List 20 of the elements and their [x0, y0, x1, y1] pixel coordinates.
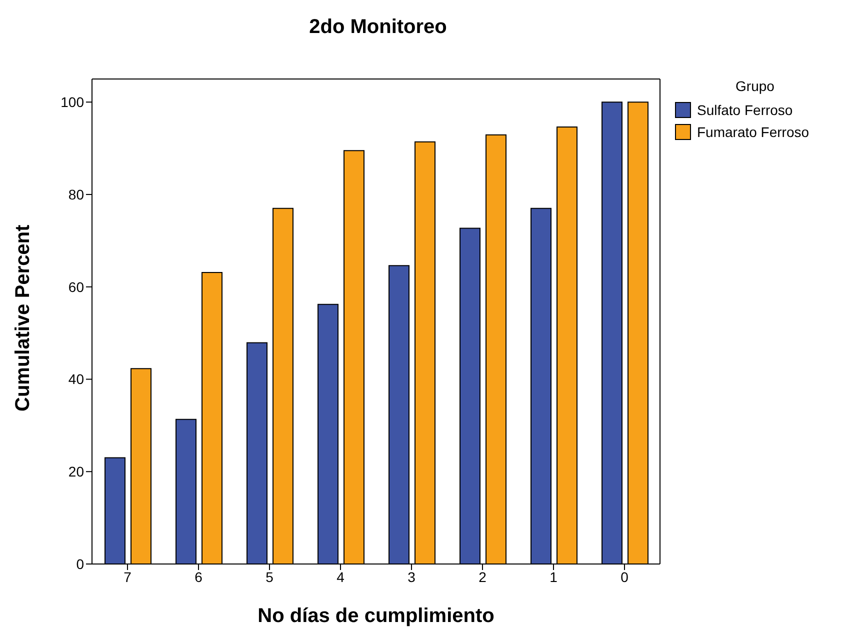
chart-title: 2do Monitoreo — [308, 15, 448, 40]
x-tick-label: 1 — [550, 568, 558, 585]
legend-label: Sulfato Ferroso — [697, 102, 793, 118]
x-tick-label: 3 — [408, 568, 416, 585]
y-tick-label: 0 — [76, 556, 84, 572]
legend-title: Grupo — [734, 78, 776, 94]
x-axis-title: No días de cumplimiento — [258, 605, 494, 627]
y-tick-label: 60 — [68, 278, 84, 295]
y-tick-label: 40 — [68, 371, 84, 388]
y-tick-label: 20 — [68, 464, 84, 480]
x-tick-label: 2 — [478, 568, 487, 585]
x-tick-label: 5 — [266, 568, 274, 585]
x-tick-label: 6 — [194, 568, 203, 585]
x-tick-label: 4 — [336, 568, 345, 585]
y-tick-label: 80 — [68, 186, 84, 202]
x-tick-label: 7 — [124, 568, 132, 585]
y-tick-label: 100 — [60, 94, 84, 110]
x-tick-label: 0 — [620, 568, 629, 585]
y-axis-title: Cumulative Percent — [12, 224, 34, 412]
legend-label: Fumarato Ferroso — [697, 124, 810, 140]
